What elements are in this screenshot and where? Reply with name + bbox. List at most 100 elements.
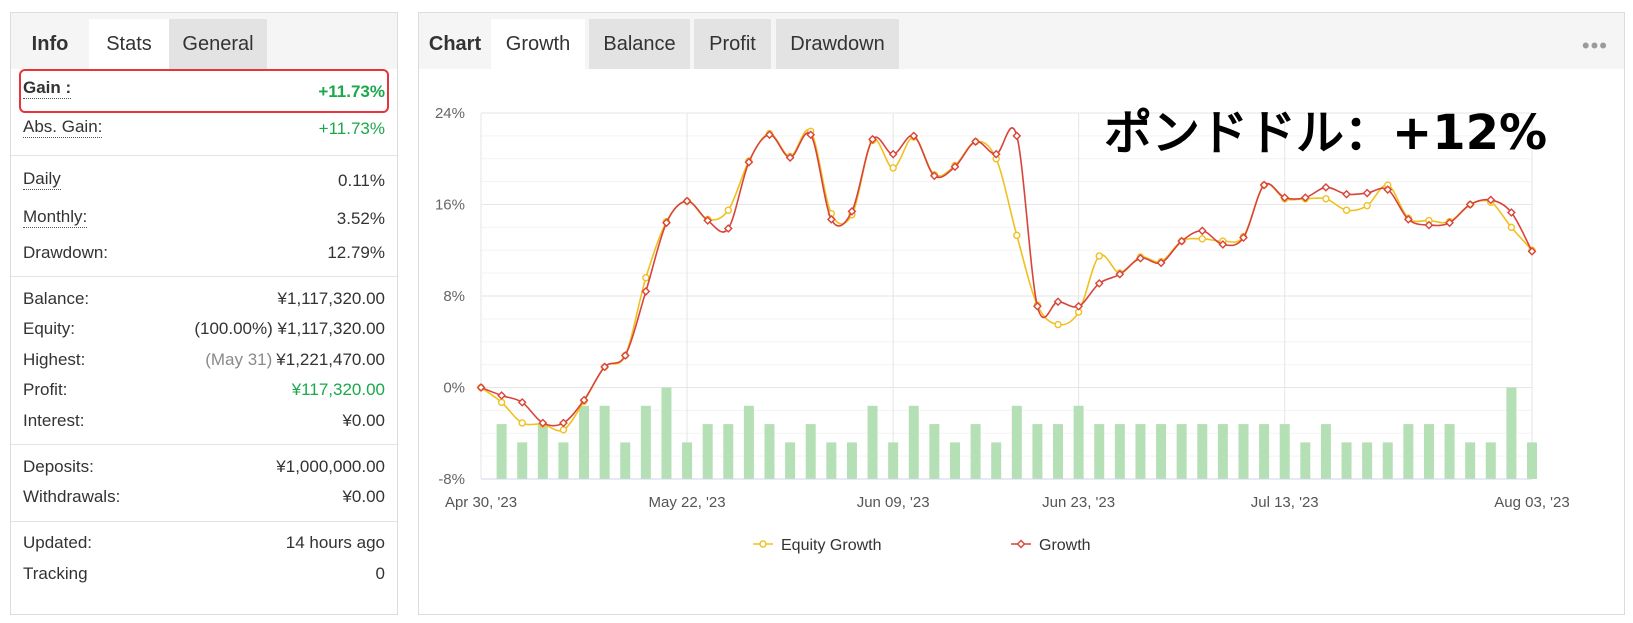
equity-value-group: (100.00%) ¥1,117,320.00	[194, 315, 385, 343]
equity-growth-point	[642, 273, 650, 282]
growth-point	[971, 137, 980, 146]
tracking-value: 0	[375, 564, 385, 583]
abs-gain-row: Abs. Gain: +11.73%	[23, 115, 385, 143]
equity-growth-point	[518, 419, 526, 427]
updated-label: Updated:	[23, 533, 92, 552]
growth-point	[1486, 195, 1496, 205]
interest-row: Interest: ¥0.00	[23, 407, 385, 435]
legend-label: Growth	[1039, 537, 1091, 554]
activity-bar	[1485, 442, 1496, 479]
x-tick-label: Jun 23, '23	[1042, 494, 1115, 511]
growth-point	[1033, 301, 1042, 311]
growth-point	[888, 149, 898, 159]
growth-point	[909, 131, 919, 141]
activity-bar	[1423, 424, 1434, 479]
chart-legend[interactable]: Equity Growth Growth	[753, 537, 1091, 554]
account-stats-panel: Info Stats General Gain : +11.73% Abs. G…	[10, 12, 398, 615]
activity-bar	[682, 442, 693, 479]
activity-bar	[826, 442, 837, 479]
tab-info[interactable]: Info	[31, 33, 69, 55]
activity-bar	[620, 442, 631, 479]
drawdown-row: Drawdown: 12.79%	[23, 239, 385, 267]
activity-bar	[846, 442, 857, 479]
y-tick-label: 16%	[435, 197, 465, 214]
growth-point	[517, 397, 527, 407]
tab-drawdown[interactable]: Drawdown	[776, 19, 899, 69]
overlay-annotation: ポンドドル：+12%	[1104, 105, 1547, 161]
activity-bar	[1259, 424, 1270, 479]
growth-point	[682, 196, 692, 206]
highest-value: ¥1,221,470.00	[276, 350, 385, 369]
tab-profit[interactable]: Profit	[694, 19, 771, 69]
activity-bar	[579, 405, 590, 479]
activity-bar	[970, 424, 981, 479]
equity-growth-point	[1507, 223, 1516, 232]
more-options-icon[interactable]: •••	[1581, 33, 1608, 58]
updated-row: Updated: 14 hours ago	[23, 529, 385, 557]
legend-marker	[759, 540, 767, 548]
chart-lines	[476, 127, 1537, 434]
activity-bar	[1032, 424, 1043, 479]
gain-value: +11.73%	[318, 82, 385, 101]
divider	[11, 276, 397, 277]
tab-stats[interactable]: Stats	[89, 19, 169, 69]
growth-point	[806, 130, 816, 140]
activity-bar	[1053, 424, 1064, 479]
equity-value: ¥1,117,320.00	[277, 319, 385, 338]
interest-label: Interest:	[23, 411, 85, 430]
activity-bar	[661, 387, 672, 479]
highest-value-group: (May 31) ¥1,221,470.00	[205, 346, 385, 374]
x-tick-label: Jun 09, '23	[857, 494, 930, 511]
tab-chart[interactable]: Chart	[428, 33, 482, 55]
tab-balance[interactable]: Balance	[589, 19, 690, 69]
y-tick-label: 8%	[443, 288, 465, 305]
chart-tabbar: Chart Growth Balance Profit Drawdown	[419, 13, 1624, 69]
growth-point	[579, 395, 589, 405]
gain-row: Gain : +11.73%	[23, 76, 385, 104]
equity-growth-point	[1342, 206, 1351, 214]
highest-row: Highest: (May 31) ¥1,221,470.00	[23, 346, 385, 374]
y-tick-label: 24%	[435, 105, 465, 122]
growth-point	[600, 362, 610, 372]
growth-point	[765, 130, 774, 140]
growth-point	[1424, 220, 1434, 230]
growth-point	[1259, 180, 1269, 190]
tab-growth[interactable]: Growth	[491, 19, 585, 69]
equity-growth-point	[1095, 252, 1103, 260]
activity-bar	[496, 424, 507, 479]
activity-bar	[1403, 424, 1414, 479]
abs-gain-label[interactable]: Abs. Gain:	[23, 117, 103, 138]
equity-growth-point	[889, 164, 897, 172]
growth-point	[1507, 208, 1516, 217]
activity-bar	[764, 424, 775, 479]
activity-bar	[867, 405, 878, 479]
activity-bar	[517, 442, 528, 479]
chart-bars	[496, 387, 1537, 479]
activity-bar	[743, 405, 754, 479]
growth-point	[1156, 258, 1166, 268]
equity-label: Equity:	[23, 319, 75, 338]
tab-general[interactable]: General	[169, 19, 267, 69]
gain-label[interactable]: Gain :	[23, 78, 72, 99]
equity-growth-point	[559, 426, 568, 434]
balance-row: Balance: ¥1,117,320.00	[23, 285, 385, 313]
activity-bar	[949, 442, 960, 479]
growth-point	[476, 383, 486, 392]
growth-point	[1136, 253, 1145, 263]
growth-point	[703, 216, 713, 225]
activity-bar	[702, 424, 713, 479]
deposits-row: Deposits: ¥1,000,000.00	[23, 453, 385, 481]
activity-bar	[1197, 424, 1208, 479]
activity-bar	[1506, 387, 1517, 479]
activity-bar	[805, 424, 816, 479]
growth-point	[1239, 233, 1248, 243]
y-tick-label: -8%	[438, 471, 465, 488]
daily-label[interactable]: Daily	[23, 169, 61, 190]
growth-point	[1403, 214, 1413, 224]
activity-bar	[1135, 424, 1146, 479]
growth-point	[1074, 301, 1084, 311]
monthly-label[interactable]: Monthly:	[23, 207, 88, 228]
activity-bar	[723, 424, 734, 479]
equity-growth-point	[1013, 231, 1021, 240]
growth-point	[662, 218, 671, 228]
